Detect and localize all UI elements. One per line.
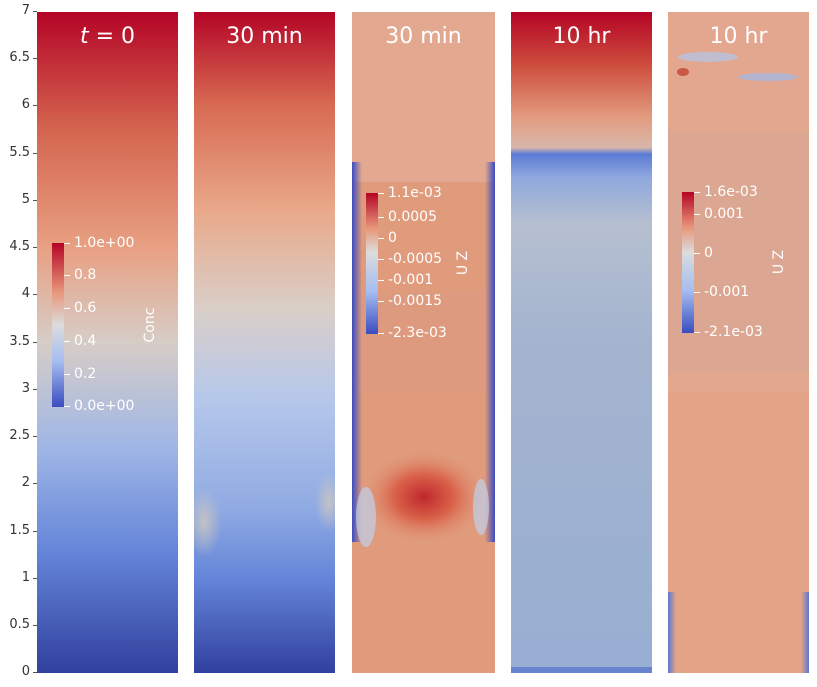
colorbar-label: -0.0005: [388, 251, 443, 267]
colorbar-tick: [378, 333, 384, 334]
colorbar-tick: [694, 253, 700, 254]
colorbar-gradient: [682, 192, 694, 333]
conc-field-30min: [194, 12, 335, 673]
y-tick-mark: [33, 200, 37, 201]
conc-field-10hr: [511, 12, 652, 673]
colorbar-label: 1.0e+00: [74, 235, 135, 251]
y-tick-label: 4.5: [9, 239, 30, 254]
title-value: = 0: [88, 24, 136, 49]
colorbar-tick: [64, 275, 70, 276]
y-tick-mark: [33, 294, 37, 295]
y-tick-label: 7: [21, 3, 30, 18]
panel-title: 10 hr: [709, 24, 768, 49]
y-tick-mark: [33, 625, 37, 626]
colorbar-tick: [378, 280, 384, 281]
y-tick-label: 3: [21, 381, 30, 396]
colorbar-conc: 1.0e+00 0.8 0.6 0.4 0.2 0.0e+00 Conc: [52, 235, 162, 414]
colorbar-label: 0: [388, 230, 397, 246]
colorbar-gradient: [52, 243, 64, 407]
panel-title: t = 0: [37, 24, 178, 50]
y-tick-label: 4: [21, 286, 30, 301]
colorbar-label: 0.6: [74, 300, 97, 316]
y-tick-label: 0: [21, 664, 30, 679]
colorbar-label: 0.8: [74, 267, 97, 283]
y-tick-label: 5: [21, 192, 30, 207]
colorbar-tick: [64, 341, 70, 342]
y-tick-label: 2.5: [9, 428, 30, 443]
colorbar-label: 0.0005: [388, 209, 437, 225]
y-tick-mark: [33, 11, 37, 12]
colorbar-label: 0.0e+00: [74, 398, 135, 414]
y-tick-label: 3.5: [9, 334, 30, 349]
colorbar-label: 0: [704, 245, 713, 261]
colorbar-label: 1.1e-03: [388, 185, 442, 201]
y-tick-mark: [33, 531, 37, 532]
colorbar-tick: [378, 193, 384, 194]
y-tick-label: 6: [21, 97, 30, 112]
y-tick-mark: [33, 483, 37, 484]
colorbar-gradient: [366, 193, 378, 334]
y-tick-mark: [33, 578, 37, 579]
colorbar-tick: [378, 217, 384, 218]
colorbar-label: 1.6e-03: [704, 184, 758, 200]
colorbar-tick: [694, 192, 700, 193]
y-tick-mark: [33, 672, 37, 673]
colorbar-title: U Z: [455, 250, 471, 276]
uz-field-30min: [352, 12, 495, 673]
colorbar-tick: [694, 332, 700, 333]
colorbar-tick: [64, 374, 70, 375]
colorbar-label: -2.1e-03: [704, 324, 763, 340]
y-tick-mark: [33, 105, 37, 106]
colorbar-uz-10hr: 1.6e-03 0.001 0 -0.001 -2.1e-03 U Z: [682, 184, 802, 340]
colorbar-label: -0.001: [704, 284, 750, 300]
colorbar-label: 0.4: [74, 333, 97, 349]
colorbar-label: 0.2: [74, 366, 97, 382]
colorbar-tick: [64, 243, 70, 244]
colorbar-uz-30min: 1.1e-03 0.0005 0 -0.0005 -0.001 -0.0015 …: [366, 185, 486, 341]
panel-title: 30 min: [385, 24, 462, 49]
colorbar-label: -0.001: [388, 272, 434, 288]
y-tick-label: 1.5: [9, 523, 30, 538]
colorbar-tick: [378, 301, 384, 302]
colorbar-label: -2.3e-03: [388, 325, 447, 341]
colorbar-tick: [64, 406, 70, 407]
y-tick-mark: [33, 153, 37, 154]
colorbar-tick: [64, 308, 70, 309]
colorbar-tick: [378, 238, 384, 239]
title-variable: t: [79, 24, 89, 49]
colorbar-label: -0.0015: [388, 293, 443, 309]
y-tick-label: 0.5: [9, 617, 30, 632]
colorbar-title: Conc: [142, 307, 158, 343]
panel-title: 10 hr: [552, 24, 611, 49]
y-tick-mark: [33, 342, 37, 343]
colorbar-tick: [694, 214, 700, 215]
panel-uz-10hr: 10 hr: [668, 12, 809, 673]
colorbar-title: U Z: [771, 249, 787, 275]
colorbar-label: 0.001: [704, 206, 745, 222]
panel-conc-10hr: 10 hr: [511, 12, 652, 673]
colorbar-tick: [378, 259, 384, 260]
y-tick-label: 1: [21, 570, 30, 585]
y-tick-mark: [33, 389, 37, 390]
y-tick-mark: [33, 436, 37, 437]
y-tick-label: 6.5: [9, 50, 30, 65]
colorbar-tick: [694, 292, 700, 293]
uz-field-10hr: [668, 12, 809, 673]
y-tick-mark: [33, 247, 37, 248]
panel-uz-30min: 30 min: [352, 12, 495, 673]
y-tick-label: 5.5: [9, 145, 30, 160]
panel-title: 30 min: [226, 24, 303, 49]
panel-conc-30min: 30 min: [194, 12, 335, 673]
y-axis: 0 0.5 1 1.5 2 2.5 3 3.5 4 4.5 5 5.5 6 6.…: [0, 0, 40, 687]
y-tick-mark: [33, 58, 37, 59]
y-tick-label: 2: [21, 475, 30, 490]
